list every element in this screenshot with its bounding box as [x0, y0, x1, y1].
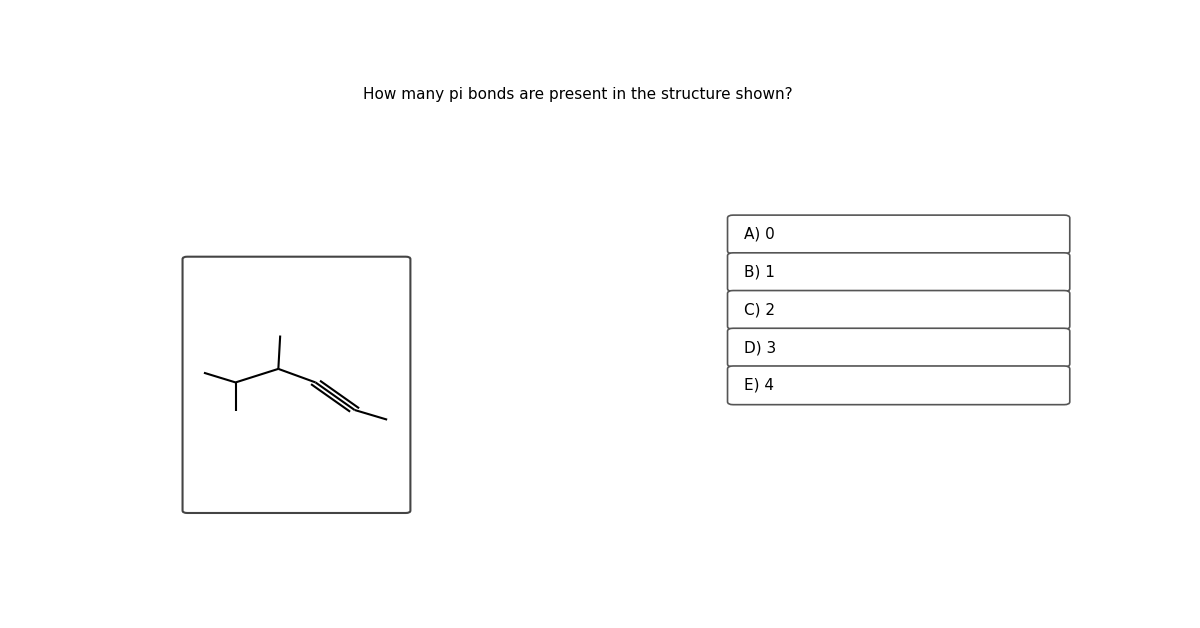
Text: B) 1: B) 1	[744, 264, 775, 279]
FancyBboxPatch shape	[727, 366, 1069, 404]
FancyBboxPatch shape	[727, 215, 1069, 254]
FancyBboxPatch shape	[727, 253, 1069, 291]
FancyBboxPatch shape	[727, 291, 1069, 329]
FancyBboxPatch shape	[182, 257, 410, 513]
Text: E) 4: E) 4	[744, 378, 774, 393]
Text: How many pi bonds are present in the structure shown?: How many pi bonds are present in the str…	[362, 87, 793, 102]
FancyBboxPatch shape	[727, 328, 1069, 367]
Text: C) 2: C) 2	[744, 303, 775, 317]
Text: D) 3: D) 3	[744, 340, 776, 355]
Text: A) 0: A) 0	[744, 227, 775, 242]
